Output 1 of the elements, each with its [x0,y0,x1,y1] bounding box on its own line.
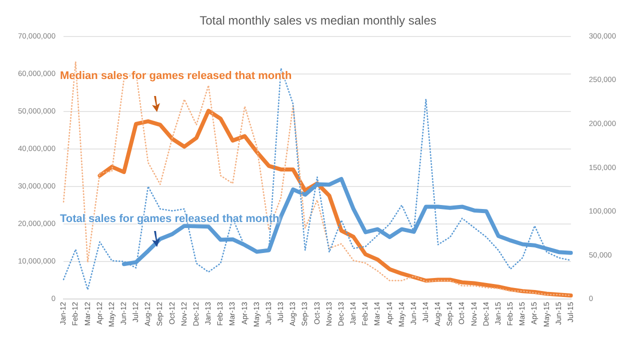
chart-title: Total monthly sales vs median monthly sales [200,14,436,28]
